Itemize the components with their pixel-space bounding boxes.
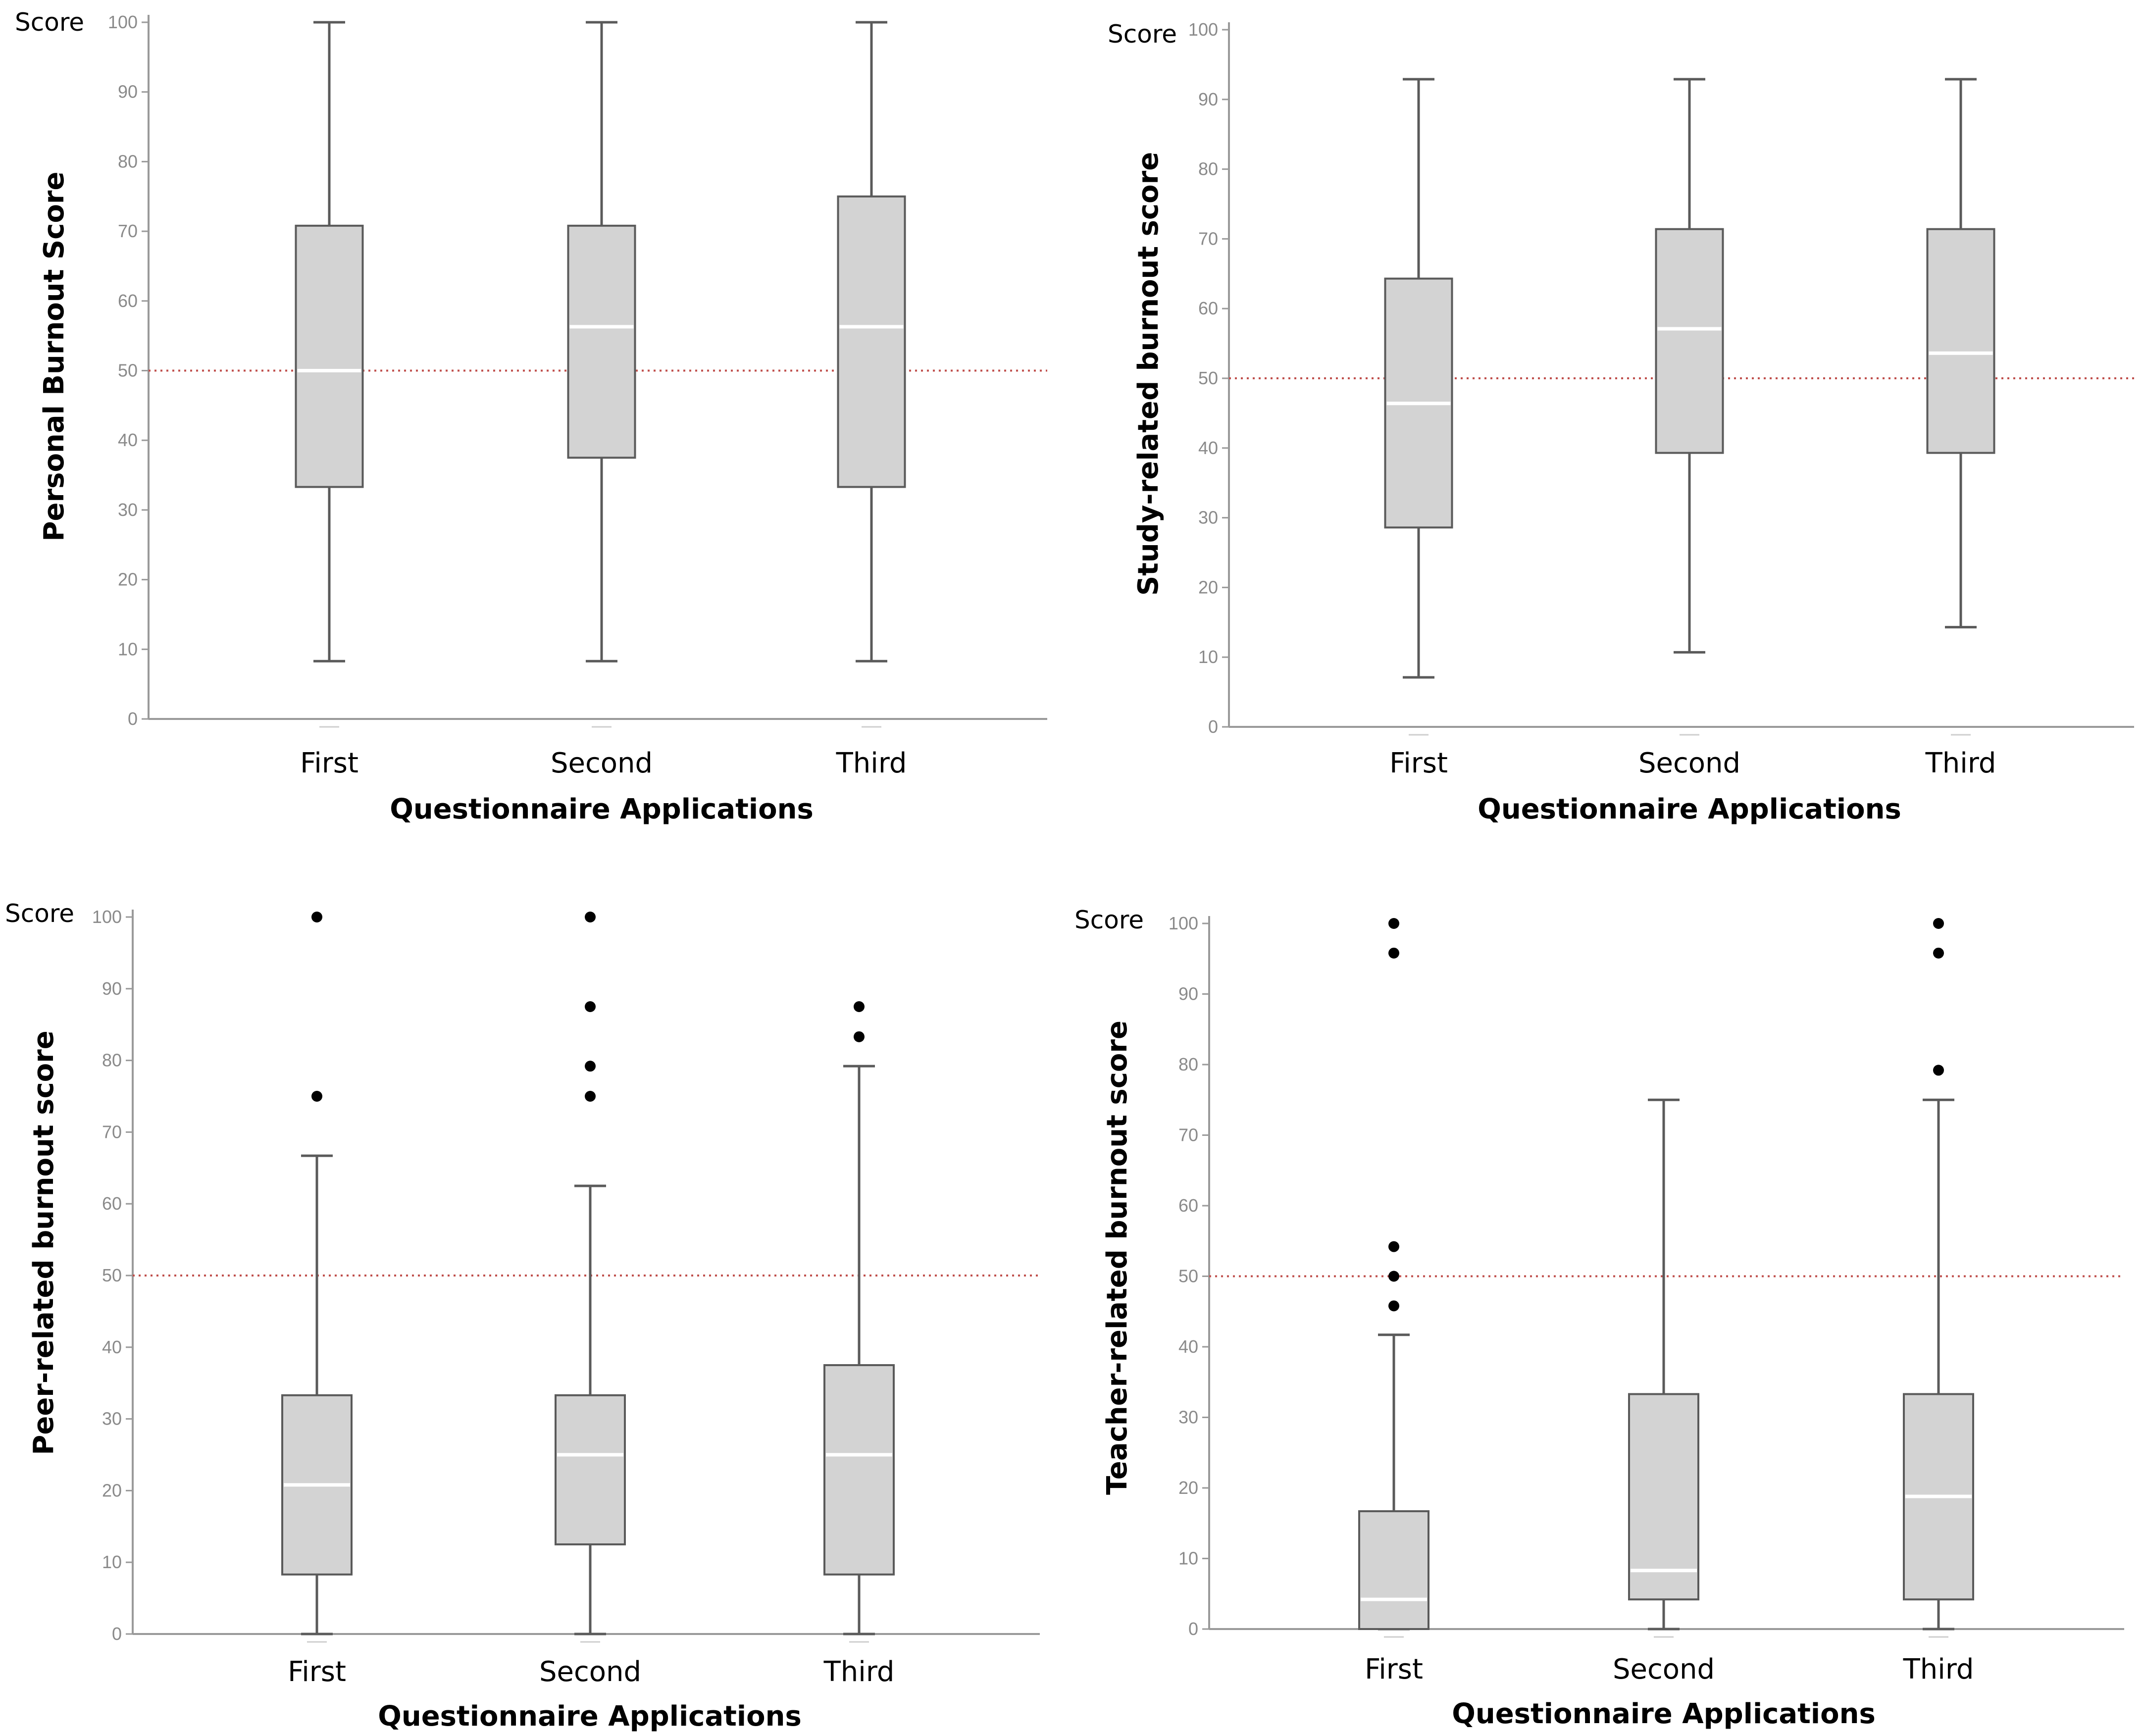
outlier-point [311,1091,322,1102]
box-iqr [837,195,906,488]
box-iqr [1358,1510,1429,1630]
y-tick-label: 30 [1198,508,1218,528]
y-tick-label: 70 [1178,1125,1198,1145]
y-tick-label: 100 [108,12,138,32]
y-tick-label: 30 [102,1409,122,1429]
y-tick-label: 80 [102,1050,122,1071]
outlier-point [585,1001,596,1012]
chart-personal-burnout: Score Personal Burnout Score Questionnai… [15,8,1047,825]
x-tick-label: Second [1638,747,1740,779]
x-tick-label: Second [539,1656,641,1688]
outlier-point [585,1091,596,1102]
outlier-point [1933,918,1944,929]
y-tick-label: 90 [1178,984,1198,1004]
outlier-point [1388,1300,1399,1312]
y-axis-title: Peer-related burnout score [28,1030,60,1455]
y-tick-label: 0 [1188,1619,1198,1639]
x-tick-label: Second [551,747,653,779]
y-tick-label: 50 [1178,1266,1198,1286]
y-tick-label: 20 [1198,577,1218,597]
outlier-point [1388,918,1399,929]
box-iqr [1628,1393,1699,1601]
y-tick-label: 70 [102,1122,122,1142]
y-tick-label: 40 [118,430,138,450]
y-tick-label: 20 [102,1480,122,1500]
outlier-point [311,912,322,922]
x-axis-title: Questionnaire Applications [378,1700,802,1733]
outlier-point [1933,947,1944,959]
outlier-point [854,1031,865,1042]
y-tick-label: 20 [118,569,138,590]
y-tick-label: 20 [1178,1478,1198,1498]
y-tick-label: 0 [128,709,138,729]
y-tick-label: 70 [118,221,138,241]
box-iqr [555,1394,626,1545]
y-tick-label: 100 [1169,913,1198,933]
chart-teacher-burnout: Score Teacher-related burnout score Ques… [1074,906,2124,1730]
y-tick-label: 40 [1198,438,1218,458]
outlier-point [1388,947,1399,959]
x-tick-label: Second [1613,1653,1715,1685]
y-tick-label: 60 [118,291,138,311]
y-tick-label: 60 [1178,1195,1198,1216]
y-axis-title: Teacher-related burnout score [1101,1021,1133,1495]
y-tick-label: 60 [1198,298,1218,318]
y-tick-label: 0 [112,1624,122,1644]
y-tick-label: 60 [102,1193,122,1214]
y-tick-label: 10 [102,1552,122,1572]
x-tick-label: Third [1903,1653,1974,1685]
y-tick-label: 80 [1198,159,1218,179]
outlier-point [1388,1241,1399,1252]
score-label: Score [1108,20,1177,49]
x-axis-title: Questionnaire Applications [1452,1698,1876,1730]
y-tick-label: 80 [118,151,138,171]
box-iqr [1926,228,1995,454]
y-tick-label: 70 [1198,228,1218,249]
y-tick-label: 40 [1178,1336,1198,1357]
box-iqr [567,224,636,459]
y-tick-label: 30 [1178,1407,1198,1428]
y-tick-label: 30 [118,500,138,520]
chart-peer-burnout: Score Peer-related burnout score Questio… [5,899,1040,1733]
y-tick-label: 100 [1188,19,1218,40]
score-label: Score [1074,906,1144,934]
score-label: Score [5,899,74,928]
y-tick-label: 10 [1198,647,1218,667]
y-tick-label: 90 [102,978,122,999]
x-tick-label: First [300,747,358,779]
chart-study-burnout: Score Study-related burnout score Questi… [1108,19,2134,825]
box-iqr [295,224,364,488]
y-tick-label: 0 [1208,716,1218,737]
x-axis-title: Questionnaire Applications [390,793,814,825]
y-axis-title: Personal Burnout Score [38,171,70,541]
y-tick-label: 50 [102,1265,122,1285]
y-tick-label: 100 [92,907,122,927]
y-tick-label: 10 [1178,1548,1198,1569]
x-tick-label: Third [836,747,907,779]
x-tick-label: First [1365,1653,1423,1685]
outlier-point [585,912,596,922]
x-tick-label: Third [1925,747,1996,779]
score-label: Score [15,8,84,37]
y-tick-label: 80 [1178,1054,1198,1074]
y-tick-label: 10 [118,639,138,659]
y-axis-title: Study-related burnout score [1132,152,1165,596]
x-tick-label: First [1389,747,1448,779]
outlier-point [854,1001,865,1012]
x-axis-title: Questionnaire Applications [1478,793,1901,825]
outlier-point [585,1061,596,1072]
x-tick-label: Third [823,1656,895,1688]
box-iqr [1655,228,1724,454]
outlier-point [1933,1065,1944,1076]
y-tick-label: 50 [118,360,138,381]
outlier-point [1388,1271,1399,1282]
box-iqr [823,1364,895,1576]
y-tick-label: 40 [102,1337,122,1357]
x-tick-label: First [288,1656,346,1688]
y-tick-label: 50 [1198,368,1218,388]
y-tick-label: 90 [118,82,138,102]
y-tick-label: 90 [1198,89,1218,109]
